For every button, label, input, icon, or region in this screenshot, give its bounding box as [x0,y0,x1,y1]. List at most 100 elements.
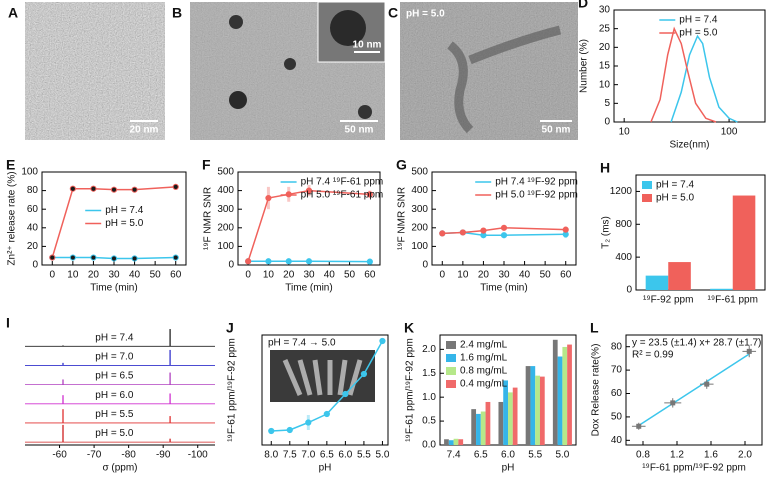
bar [503,380,508,445]
bar [526,366,531,445]
x-tick-label: 20 [478,270,490,281]
y-tick-label: 25 [599,23,611,34]
series-label: pH = 5.5 [95,409,134,420]
y-tick-label: 0 [228,260,234,271]
x-tick-label: 6.0 [501,450,515,461]
x-tick-label: 100 [721,127,738,138]
x-tick-label: 0 [245,270,251,281]
legend-swatch [642,181,652,189]
y-tick-label: 300 [217,204,234,215]
legend-label: pH = 7.4 [679,15,718,26]
particle [284,58,296,70]
inset-photo [270,350,375,402]
x-tick-label: 30 [303,270,315,281]
y-tick-label: 100 [411,241,428,252]
series-line [671,36,737,122]
y-axis-label: Zn²⁺ release rate (%) [7,171,18,265]
y-tick-label: 40 [611,435,623,446]
bar [562,347,567,445]
marker [132,187,137,192]
particle [358,105,372,119]
marker [266,259,271,264]
y-tick-label: 5 [604,98,610,109]
x-axis-label: ¹⁹F-61 ppm/¹⁹F-92 ppm [642,463,746,474]
x-tick-label: 1.2 [670,450,684,461]
x-tick-label: 50 [150,270,162,281]
y-tick-label: 200 [411,222,428,233]
bar [553,340,558,445]
y-tick-label: 0.0 [422,440,436,451]
panel-label: G [396,157,407,173]
x-tick-label: 0.8 [636,450,650,461]
x-tick-label: 50 [540,270,552,281]
series-line [248,191,370,262]
x-tick-label: 20 [283,270,295,281]
x-tick-label: 2.0 [738,450,752,461]
x-axis-label: Time (min) [285,283,332,294]
x-axis-label: σ (ppm) [102,463,137,474]
particle [229,15,243,29]
marker [173,255,178,260]
y-tick-label: 400 [411,185,428,196]
annotation: y = 23.5 (±1.4) x+ 28.7 (±1.7) [632,338,761,349]
marker [501,233,506,238]
y-tick-label: 400 [615,252,632,263]
marker [306,420,311,425]
y-axis-label: Number (%) [579,39,590,93]
bar [513,388,518,445]
legend-swatch [642,194,652,202]
marker [287,427,292,432]
x-tick-label: -80 [121,450,136,461]
y-axis-label: ¹⁹F-61 ppm/¹⁹F-92 ppm [405,338,416,442]
marker [91,255,96,260]
point [747,349,752,354]
bar [567,345,572,445]
annotation: R² = 0.99 [632,350,674,361]
y-tick-label: 70 [611,365,623,376]
marker [111,187,116,192]
x-tick-label: 60 [560,270,572,281]
y-axis-label: ¹⁹F-61 ppm/¹⁹F-92 ppm [227,338,238,442]
bar [558,357,563,445]
bar [458,439,463,445]
y-tick-label: 0.5 [422,416,436,427]
series-label: pH = 6.5 [95,371,134,382]
x-tick-label: 60 [364,270,376,281]
legend-label: pH = 7.4 [105,205,144,216]
y-tick-label: 10 [599,79,611,90]
marker [361,371,366,376]
series-label: pH = 6.0 [95,390,134,401]
y-axis-label: ¹⁹F NMR SNR [203,187,214,250]
y-tick-label: 80 [27,185,39,196]
panel-label: I [6,315,10,331]
x-tick-label: 40 [324,270,336,281]
x-tick-label: 40 [519,270,531,281]
y-tick-label: 800 [615,219,632,230]
x-tick-label: 8.0 [264,450,278,461]
y-tick-label: 0 [32,260,38,271]
x-tick-label: 10 [457,270,469,281]
y-tick-label: 0 [626,285,632,296]
y-tick-label: 200 [217,222,234,233]
marker [306,259,311,264]
bar [498,402,503,445]
legend-label: pH = 5.0 [656,193,695,204]
y-tick-label: 2.0 [422,344,436,355]
legend-swatch [446,354,456,362]
panel-label: K [404,320,414,336]
x-tick-label: -90 [156,450,171,461]
y-tick-label: 500 [411,167,428,178]
legend-label: pH 7.4 ¹⁹F-92 ppm [495,177,578,188]
bar [646,276,669,290]
x-tick-label: 5.5 [528,450,542,461]
bar [535,376,540,445]
y-axis-label: Dox Release rate(%) [591,344,602,437]
y-tick-label: 50 [611,412,623,423]
bar [540,377,545,445]
y-tick-label: 60 [27,204,39,215]
panel-label: F [202,157,211,173]
x-tick-label: 1.6 [704,450,718,461]
x-axis-label: pH [502,463,515,474]
x-tick-label: 7.4 [447,450,461,461]
legend-label: pH = 5.0 [105,218,144,229]
